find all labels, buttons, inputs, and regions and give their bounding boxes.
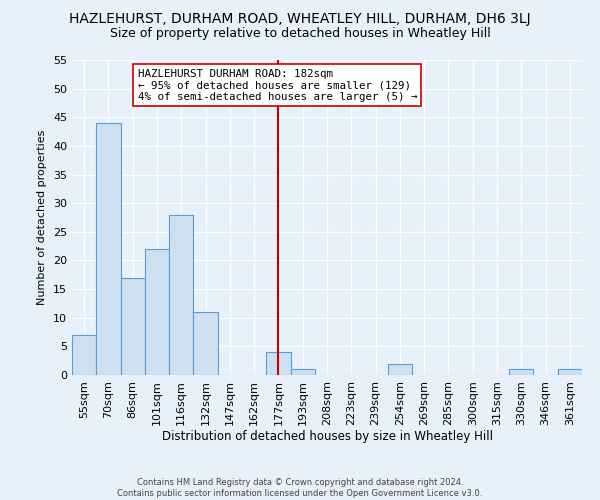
Bar [509,370,533,375]
Text: HAZLEHURST, DURHAM ROAD, WHEATLEY HILL, DURHAM, DH6 3LJ: HAZLEHURST, DURHAM ROAD, WHEATLEY HILL, … [69,12,531,26]
Bar [145,249,169,375]
X-axis label: Distribution of detached houses by size in Wheatley Hill: Distribution of detached houses by size … [161,430,493,444]
Text: Size of property relative to detached houses in Wheatley Hill: Size of property relative to detached ho… [110,28,490,40]
Bar [388,364,412,375]
Bar [96,123,121,375]
Text: Contains HM Land Registry data © Crown copyright and database right 2024.
Contai: Contains HM Land Registry data © Crown c… [118,478,482,498]
Text: HAZLEHURST DURHAM ROAD: 182sqm
← 95% of detached houses are smaller (129)
4% of : HAZLEHURST DURHAM ROAD: 182sqm ← 95% of … [137,68,417,102]
Bar [558,370,582,375]
Bar [72,335,96,375]
Bar [193,312,218,375]
Bar [266,352,290,375]
Bar [169,214,193,375]
Bar [121,278,145,375]
Y-axis label: Number of detached properties: Number of detached properties [37,130,47,305]
Bar [290,370,315,375]
